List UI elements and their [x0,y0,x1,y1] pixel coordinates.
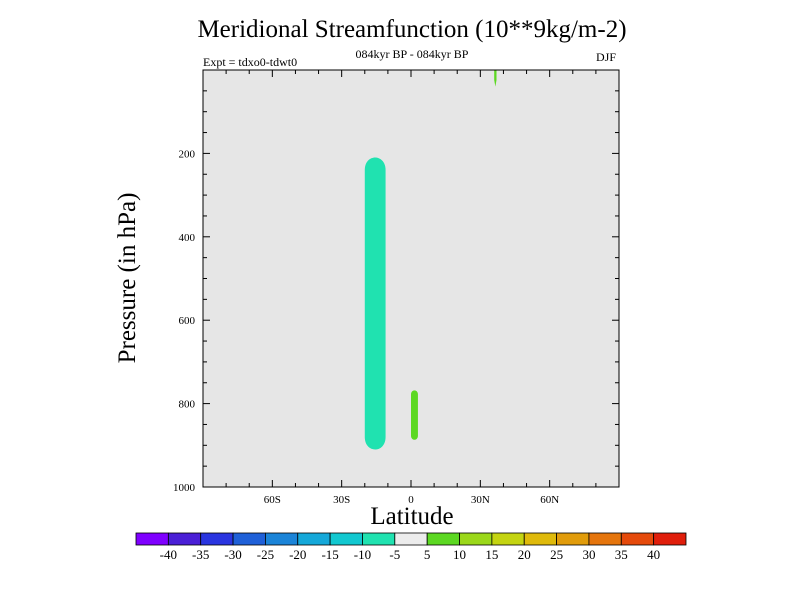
x-tick-label: 60N [540,494,559,506]
colorbar-label: 10 [453,547,466,562]
colorbar-label: -15 [321,547,338,562]
colorbar-label: -25 [257,547,274,562]
contour-region-positive-cell-lower [411,390,418,440]
x-tick-label: 30S [333,494,350,506]
colorbar-label: -10 [354,547,371,562]
colorbar-swatch [329,532,363,546]
colorbar-swatch [588,532,622,546]
colorbar-label: 40 [647,547,660,562]
colorbar-swatch [459,532,493,546]
colorbar-swatch [297,532,331,546]
contour-region-positive-cell-upper [494,70,497,87]
colorbar-swatch [653,532,687,546]
y-tick-label: 200 [179,148,196,160]
contour-region-negative-cell [364,157,386,450]
season-label: DJF [596,50,617,64]
y-tick-label: 400 [179,232,196,244]
colorbar-label: 25 [550,547,563,562]
colorbar-swatch [232,532,266,546]
colorbar-label: 30 [582,547,595,562]
colorbar-label: -40 [160,547,177,562]
x-axis-label: Latitude [370,503,454,530]
colorbar-swatch [556,532,590,546]
colorbar-label: -30 [224,547,241,562]
chart-title: Meridional Streamfunction (10**9kg/m-2) [197,16,627,43]
colorbar-label: -35 [192,547,209,562]
colorbar-label: 20 [518,547,531,562]
colorbar-label: 35 [615,547,628,562]
y-tick-label: 600 [179,315,196,327]
y-tick-label: 800 [179,399,196,411]
colorbar-swatch [167,532,202,546]
experiment-label: Expt = tdxo0-tdwt0 [203,55,298,69]
colorbar-swatch [523,532,557,546]
colorbar-swatch [491,532,525,546]
colorbar-swatch [426,532,460,546]
colorbar-swatch [200,532,234,546]
x-tick-label: 30N [471,494,490,506]
x-tick-label: 0 [408,494,414,506]
colorbar-swatch [135,532,169,546]
y-tick-label: 1000 [173,482,196,494]
colorbar-swatch [620,532,655,546]
colorbar-label: -20 [289,547,306,562]
colorbar-swatch [394,532,428,546]
colorbar-swatch [362,532,396,546]
x-tick-label: 60S [264,494,281,506]
colorbar-label: -5 [389,547,400,562]
chart-subtitle: 084kyr BP - 084kyr BP [355,47,469,61]
colorbar-swatch [265,532,299,546]
colorbar-label: 5 [424,547,431,562]
colorbar-label: 15 [485,547,498,562]
